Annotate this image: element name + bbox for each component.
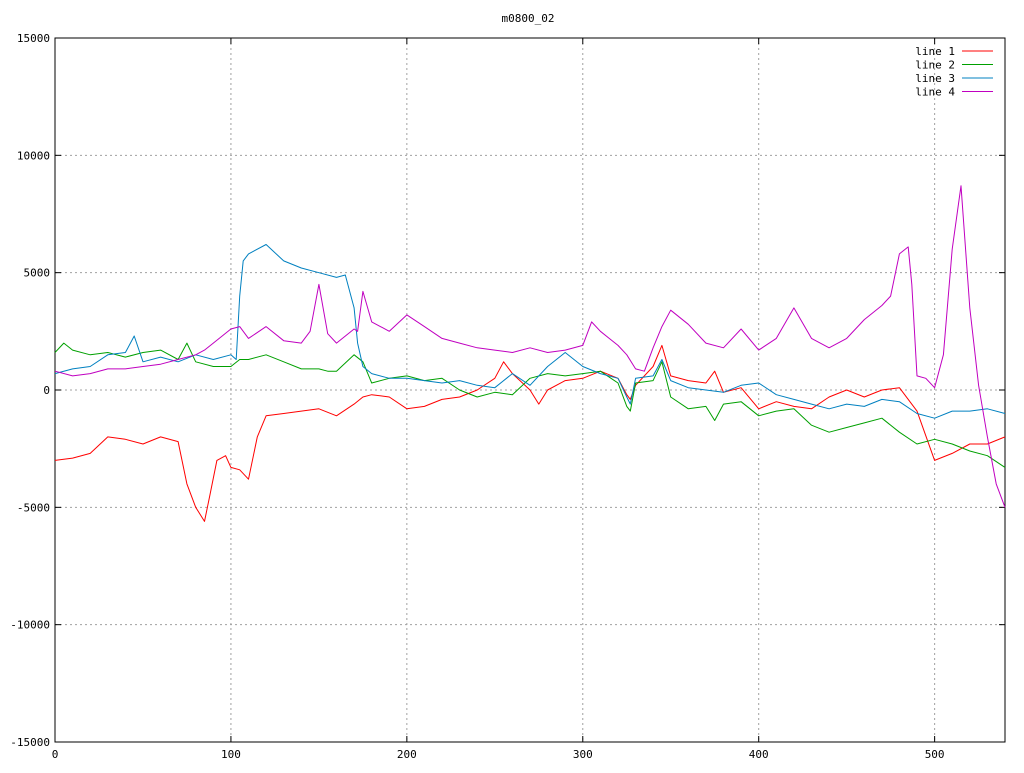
legend-label-1: line 1 <box>915 45 955 58</box>
y-tick-label: 0 <box>43 384 50 397</box>
y-tick-label: 15000 <box>17 32 50 45</box>
series-line-3 <box>54 244 1006 419</box>
x-tick-label: 100 <box>221 748 241 761</box>
x-tick-label: 300 <box>573 748 593 761</box>
y-tick-label: -10000 <box>10 619 50 632</box>
y-tick-label: -15000 <box>10 736 50 749</box>
x-tick-label: 200 <box>397 748 417 761</box>
series-line-4 <box>54 185 1006 508</box>
y-tick-label: -5000 <box>17 501 50 514</box>
x-tick-label: 0 <box>52 748 59 761</box>
series-group <box>54 185 1006 522</box>
series-line-2 <box>54 342 1006 468</box>
axis-ticks: 0 100 200 300 400 500 -15000 -10000 -5000 0 5000 10… <box>10 32 1005 761</box>
legend-label-4: line 4 <box>915 86 955 99</box>
legend-label-3: line 3 <box>915 72 955 85</box>
chart-title: m0800_02 <box>502 12 555 25</box>
y-tick-label: 5000 <box>24 267 51 280</box>
x-tick-label: 500 <box>925 748 945 761</box>
y-tick-label: 10000 <box>17 149 50 162</box>
series-line-1 <box>54 344 1006 522</box>
legend-label-2: line 2 <box>915 59 955 72</box>
x-tick-label: 400 <box>749 748 769 761</box>
